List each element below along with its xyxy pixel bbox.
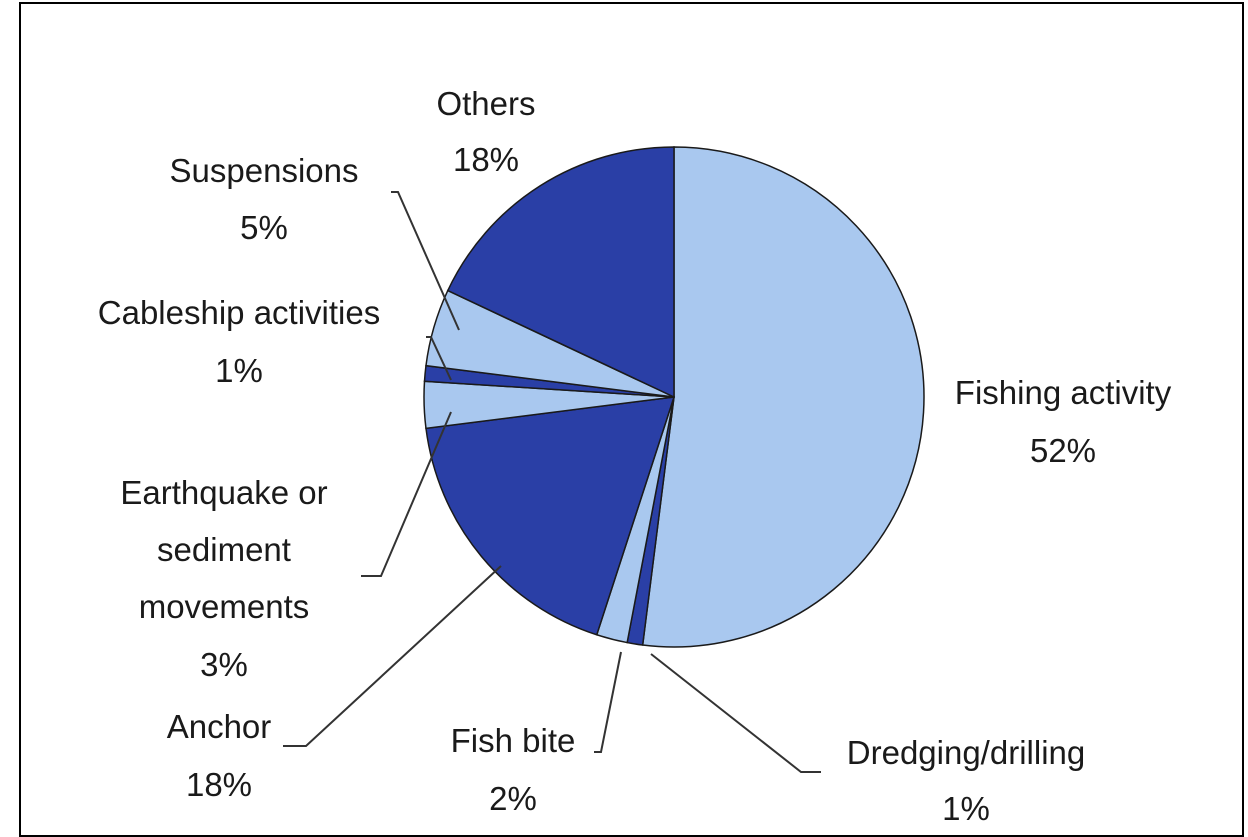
leader-line-cableship-activities [426,336,452,381]
slice-label-earthquake-or-sediment-movements-1: Earthquake or [120,474,327,511]
slice-value-fish-bite: 2% [489,780,537,817]
pie-slices [423,146,925,648]
chart-frame: Fishing activity 52% Dredging/drilling 1% Fi… [19,2,1244,837]
slice-value-cableship-activities: 1% [215,352,263,389]
leader-line-dredging-drilling [650,653,821,773]
pie-slice-fishing-activity [641,146,925,648]
slice-label-cableship-activities-1: Cableship activities [98,294,380,331]
slice-labels: Fishing activity 52% Dredging/drilling 1% Fi… [98,85,1172,827]
slice-label-earthquake-or-sediment-movements-2: sediment [157,531,291,568]
slice-value-fishing-activity: 52% [1030,432,1096,469]
slice-label-earthquake-or-sediment-movements-3: movements [139,588,310,625]
slice-label-anchor-1: Anchor [167,708,272,745]
slice-label-fishing-activity-1: Fishing activity [955,374,1172,411]
leader-line-anchor [283,565,502,747]
leader-line-earthquake-or-sediment-movements [361,411,452,577]
pie-slice-others [446,146,675,399]
slice-label-suspensions-1: Suspensions [170,152,359,189]
pie-chart: Fishing activity 52% Dredging/drilling 1% Fi… [98,85,1172,827]
leader-line-suspensions [391,191,460,331]
slice-value-others: 18% [453,141,519,178]
slice-label-fish-bite-1: Fish bite [451,722,576,759]
leader-line-fish-bite [594,651,622,753]
slice-value-anchor: 18% [186,766,252,803]
slice-value-earthquake-or-sediment-movements: 3% [200,646,248,683]
slice-label-others-1: Others [436,85,535,122]
slice-label-dredging-drilling-1: Dredging/drilling [847,734,1085,771]
slice-value-dredging-drilling: 1% [942,790,990,827]
slice-value-suspensions: 5% [240,209,288,246]
leader-lines [283,191,821,773]
